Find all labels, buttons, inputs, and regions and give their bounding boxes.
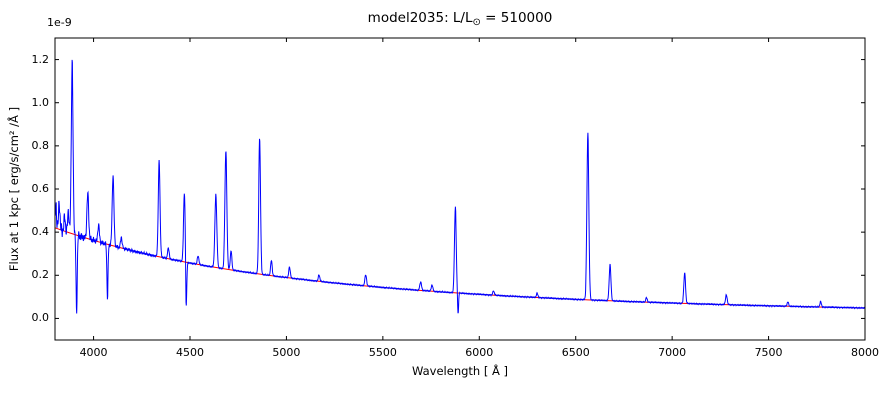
title-subscript-sun-icon: ⊙ bbox=[472, 17, 481, 28]
plot-frame bbox=[54, 37, 866, 341]
x-axis-label: Wavelength [ Å ] bbox=[411, 364, 509, 378]
plot-title: model2035: L/L⊙ = 510000 bbox=[55, 10, 865, 28]
x-tick-label: 4000 bbox=[79, 346, 108, 359]
spectrum-line bbox=[54, 59, 866, 314]
y-tick-label: 0.0 bbox=[31, 311, 50, 325]
y-tick-label: 0.8 bbox=[31, 138, 50, 152]
x-tick-label: 4500 bbox=[176, 346, 204, 359]
x-tick-label: 6000 bbox=[465, 346, 494, 359]
y-tick-label: 0.2 bbox=[31, 268, 50, 282]
y-tick-label: 0.4 bbox=[31, 225, 50, 239]
x-tick-label: 5000 bbox=[272, 346, 301, 359]
x-tick-label: 5500 bbox=[368, 346, 397, 359]
x-tick-label: 6500 bbox=[561, 346, 590, 359]
y-tick-label: 0.6 bbox=[31, 182, 50, 195]
y-tick-label: 1.0 bbox=[31, 95, 50, 109]
x-tick-label: 8000 bbox=[851, 346, 879, 359]
title-suffix: = 510000 bbox=[480, 10, 553, 26]
title-prefix: model2035: L/L bbox=[367, 10, 473, 26]
x-tick-label: 7000 bbox=[658, 346, 687, 359]
y-axis-offset-label: 1e-9 bbox=[47, 16, 72, 29]
x-tick-label: 7500 bbox=[754, 346, 783, 359]
continuum-line bbox=[54, 227, 866, 309]
y-tick-label: 1.2 bbox=[31, 52, 50, 66]
